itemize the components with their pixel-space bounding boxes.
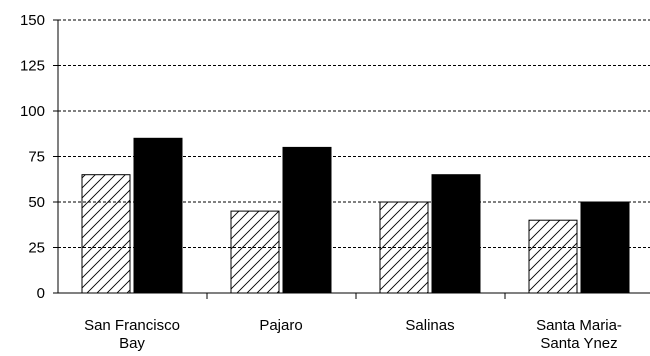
y-tick-label: 50 — [28, 194, 45, 211]
bar-solid — [580, 201, 630, 294]
x-category-label: San Francisco — [84, 317, 180, 334]
y-tick-label: 75 — [28, 149, 45, 166]
bar-hatched — [230, 210, 280, 294]
x-category-label: Santa Ynez — [540, 335, 617, 352]
x-category-label: Pajaro — [259, 317, 302, 334]
bar-solid — [431, 174, 481, 294]
bar-solid — [282, 146, 332, 294]
bars-group — [81, 137, 630, 294]
gridlines — [58, 19, 650, 248]
axes — [53, 19, 650, 299]
x-category-label: Bay — [119, 335, 145, 352]
bar-hatched — [528, 219, 578, 294]
bar-hatched — [81, 174, 131, 294]
bar-solid — [133, 137, 183, 294]
y-tick-label: 25 — [28, 240, 45, 257]
y-tick-label: 150 — [20, 12, 45, 29]
y-tick-label: 0 — [37, 285, 45, 302]
bar-hatched — [379, 201, 429, 294]
y-tick-label: 100 — [20, 103, 45, 120]
x-category-label: Salinas — [405, 317, 454, 334]
y-tick-label: 125 — [20, 58, 45, 75]
x-category-label: Santa Maria- — [536, 317, 622, 334]
